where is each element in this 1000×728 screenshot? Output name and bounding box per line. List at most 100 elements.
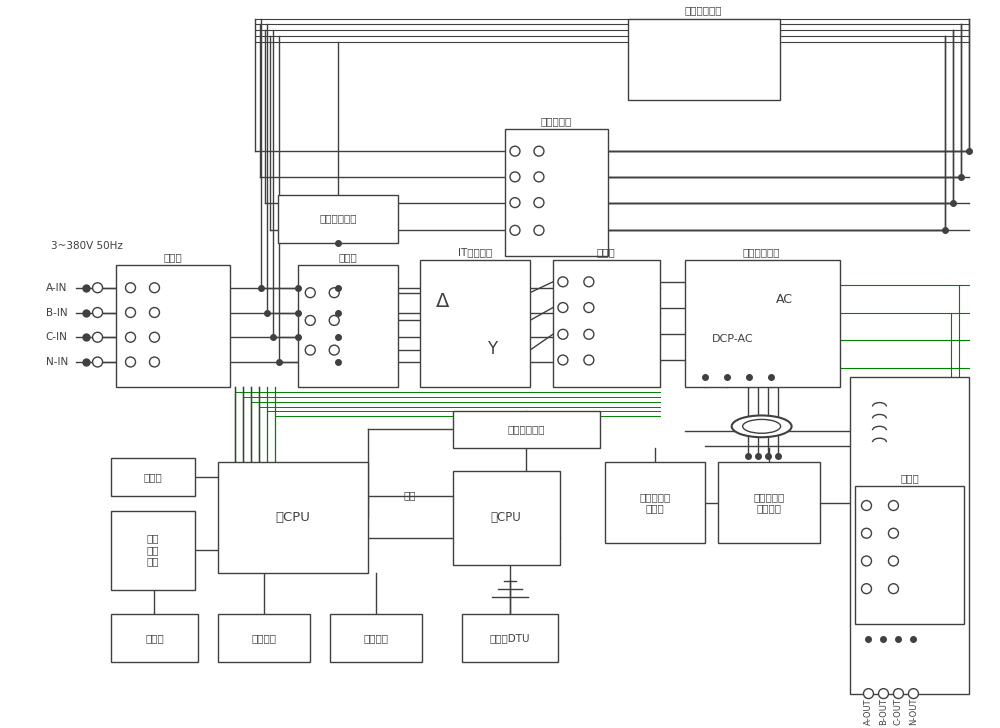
Ellipse shape (743, 419, 781, 433)
Text: B-OUT: B-OUT (879, 698, 888, 725)
Ellipse shape (329, 315, 339, 325)
Ellipse shape (93, 307, 103, 317)
Bar (278, 194, 398, 243)
Ellipse shape (878, 689, 888, 699)
Text: A-OUT: A-OUT (864, 698, 873, 725)
Ellipse shape (893, 689, 903, 699)
Bar (453, 411, 600, 448)
Text: 3~380V 50Hz: 3~380V 50Hz (51, 241, 122, 251)
Text: AC: AC (776, 293, 793, 306)
Ellipse shape (149, 357, 159, 367)
Bar (111, 458, 195, 496)
Text: 接触器: 接触器 (339, 252, 358, 262)
Ellipse shape (126, 282, 136, 293)
Ellipse shape (861, 584, 871, 593)
Ellipse shape (329, 345, 339, 355)
Bar (850, 377, 969, 694)
Ellipse shape (534, 198, 544, 207)
Ellipse shape (888, 501, 898, 510)
Text: 抑制电流检测: 抑制电流检测 (507, 424, 545, 435)
Bar (218, 614, 310, 662)
Text: 可燃
烟雾
检测: 可燃 烟雾 检测 (146, 534, 159, 566)
Ellipse shape (534, 226, 544, 235)
Ellipse shape (908, 689, 918, 699)
Ellipse shape (329, 288, 339, 298)
Text: 通讯: 通讯 (404, 491, 416, 501)
Text: N-IN: N-IN (46, 357, 68, 367)
Text: DCP-AC: DCP-AC (712, 334, 753, 344)
Ellipse shape (863, 689, 873, 699)
Bar (685, 260, 840, 387)
Ellipse shape (126, 357, 136, 367)
Text: Δ: Δ (435, 292, 449, 311)
Text: 主CPU: 主CPU (276, 511, 311, 524)
Text: 断路器: 断路器 (900, 472, 919, 483)
Text: A-IN: A-IN (46, 282, 67, 293)
Ellipse shape (534, 172, 544, 182)
Ellipse shape (558, 329, 568, 339)
Text: 容感短路火
花抑制器: 容感短路火 花抑制器 (753, 491, 784, 513)
Bar (218, 462, 368, 573)
Text: 散热系统: 散热系统 (364, 633, 389, 643)
Bar (298, 265, 398, 387)
Bar (420, 260, 530, 387)
Bar (855, 486, 964, 625)
Bar (116, 265, 230, 387)
Text: C-OUT: C-OUT (894, 698, 903, 725)
Text: 操控系统电源: 操控系统电源 (319, 213, 357, 223)
Text: 市电接触器: 市电接触器 (540, 116, 572, 127)
Ellipse shape (584, 303, 594, 312)
Text: Y: Y (487, 340, 497, 358)
Ellipse shape (510, 172, 520, 182)
Bar (505, 130, 608, 256)
Text: 射电绝缘检测: 射电绝缘检测 (743, 247, 780, 257)
Text: 指示灯: 指示灯 (143, 472, 162, 482)
Text: N-OUT: N-OUT (909, 697, 918, 725)
Bar (605, 462, 705, 543)
Ellipse shape (93, 332, 103, 342)
Bar (453, 471, 560, 565)
Text: 辅CPU: 辅CPU (491, 511, 521, 524)
Ellipse shape (126, 332, 136, 342)
Ellipse shape (558, 355, 568, 365)
Text: B-IN: B-IN (46, 307, 67, 317)
Bar (111, 512, 195, 590)
Bar (553, 260, 660, 387)
Text: 应急送电开关: 应急送电开关 (685, 6, 722, 15)
Ellipse shape (93, 282, 103, 293)
Bar (111, 614, 198, 662)
Text: C-IN: C-IN (46, 332, 68, 342)
Ellipse shape (126, 307, 136, 317)
Ellipse shape (732, 416, 792, 438)
Ellipse shape (558, 303, 568, 312)
Ellipse shape (888, 556, 898, 566)
Ellipse shape (305, 315, 315, 325)
Text: 声光系统: 声光系统 (252, 633, 277, 643)
Bar (628, 18, 780, 100)
Ellipse shape (558, 277, 568, 287)
Text: 接触器: 接触器 (596, 247, 615, 257)
Text: 显示屏: 显示屏 (145, 633, 164, 643)
Ellipse shape (584, 329, 594, 339)
Ellipse shape (861, 529, 871, 538)
Ellipse shape (584, 355, 594, 365)
Text: IT电源系统: IT电源系统 (458, 247, 492, 257)
Ellipse shape (510, 146, 520, 156)
Ellipse shape (888, 584, 898, 593)
Ellipse shape (510, 226, 520, 235)
Ellipse shape (510, 198, 520, 207)
Text: 容感采集电
压检测: 容感采集电 压检测 (639, 491, 670, 513)
Ellipse shape (93, 357, 103, 367)
Ellipse shape (149, 282, 159, 293)
Ellipse shape (149, 307, 159, 317)
Ellipse shape (888, 529, 898, 538)
Ellipse shape (584, 277, 594, 287)
Bar (718, 462, 820, 543)
Bar (330, 614, 422, 662)
Text: 断路器: 断路器 (163, 252, 182, 262)
Ellipse shape (861, 556, 871, 566)
Bar (462, 614, 558, 662)
Ellipse shape (861, 501, 871, 510)
Ellipse shape (534, 146, 544, 156)
Ellipse shape (149, 332, 159, 342)
